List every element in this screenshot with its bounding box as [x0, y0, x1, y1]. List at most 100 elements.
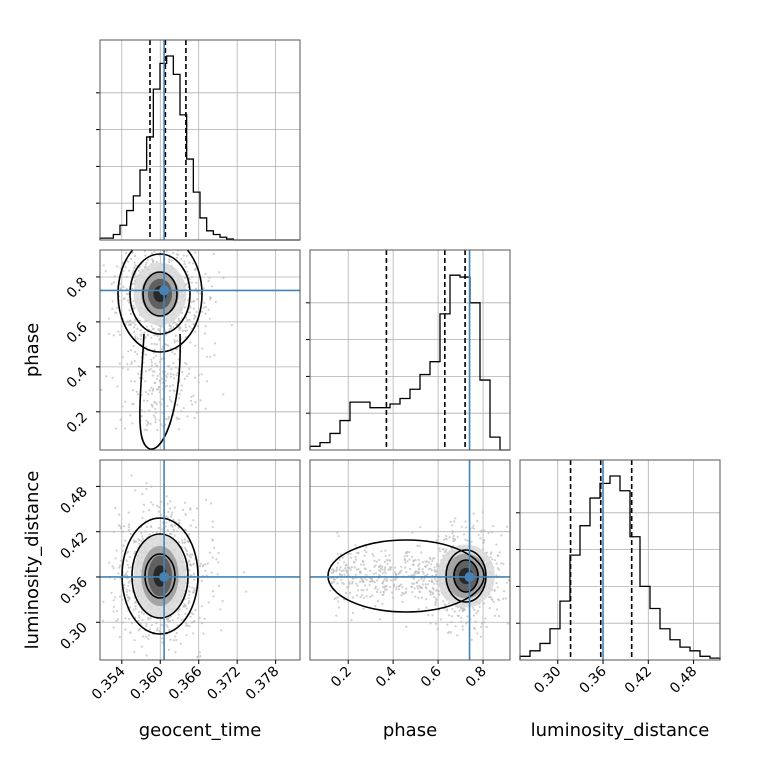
- scatter-point: [133, 639, 136, 642]
- scatter-point: [150, 336, 153, 339]
- scatter-point: [502, 562, 505, 566]
- scatter-point: [145, 525, 148, 529]
- scatter-point: [366, 588, 369, 591]
- scatter-point: [166, 372, 169, 375]
- scatter-point: [129, 566, 132, 569]
- scatter-point: [110, 226, 112, 228]
- scatter-point: [375, 560, 378, 563]
- scatter-point: [394, 573, 398, 576]
- scatter-point: [177, 609, 180, 613]
- scatter-point: [514, 554, 516, 556]
- scatter-point: [194, 376, 197, 379]
- scatter-point: [134, 318, 137, 322]
- scatter-point: [439, 618, 442, 621]
- scatter-point: [138, 376, 141, 380]
- scatter-point: [397, 585, 401, 588]
- scatter-point: [381, 568, 384, 571]
- scatter-point: [464, 520, 467, 523]
- scatter-point: [172, 326, 175, 329]
- scatter-point: [127, 529, 130, 532]
- scatter-point: [476, 519, 479, 523]
- scatter-point: [331, 571, 335, 574]
- scatter-point: [342, 569, 345, 572]
- scatter-point: [140, 645, 143, 648]
- scatter-point: [186, 624, 189, 627]
- scatter-point: [185, 549, 189, 553]
- scatter-point: [421, 561, 424, 564]
- scatter-point: [183, 263, 186, 266]
- scatter-point: [133, 330, 136, 334]
- scatter-point: [145, 482, 148, 485]
- scatter-point: [115, 619, 118, 623]
- scatter-point: [126, 368, 130, 371]
- scatter-point: [358, 580, 362, 583]
- scatter-point: [164, 343, 167, 346]
- scatter-point: [403, 555, 406, 558]
- scatter-point: [476, 632, 479, 635]
- scatter-point: [242, 571, 246, 574]
- y-axis-label-phase: phase: [22, 323, 43, 377]
- scatter-point: [171, 384, 174, 387]
- scatter-point: [188, 555, 191, 558]
- scatter-point: [466, 621, 469, 624]
- scatter-point: [333, 597, 336, 600]
- scatter-point: [153, 401, 156, 404]
- scatter-point: [184, 323, 187, 326]
- scatter-point: [132, 609, 135, 612]
- scatter-point: [130, 380, 133, 383]
- scatter-point: [132, 402, 135, 405]
- scatter-point: [134, 607, 137, 610]
- scatter-point: [148, 533, 151, 536]
- scatter-point: [206, 562, 209, 565]
- scatter-point: [411, 582, 414, 585]
- scatter-point: [187, 600, 191, 603]
- scatter-point: [378, 618, 381, 621]
- scatter-point: [329, 589, 332, 592]
- scatter-point: [387, 568, 390, 571]
- scatter-point: [418, 590, 421, 594]
- scatter-point: [133, 541, 136, 544]
- scatter-point: [185, 607, 189, 610]
- scatter-point: [153, 250, 156, 253]
- scatter-point: [153, 342, 156, 345]
- scatter-point: [144, 320, 147, 323]
- scatter-point: [200, 310, 204, 313]
- scatter-point: [170, 515, 173, 518]
- scatter-point: [349, 591, 352, 595]
- scatter-point: [362, 563, 365, 566]
- scatter-point: [123, 427, 126, 430]
- scatter-point: [438, 547, 441, 550]
- scatter-point: [453, 539, 456, 542]
- scatter-point: [165, 521, 168, 524]
- scatter-point: [470, 638, 473, 642]
- scatter-point: [505, 525, 508, 528]
- scatter-point: [424, 560, 427, 563]
- scatter-point: [477, 533, 480, 536]
- scatter-point: [418, 545, 421, 548]
- scatter-point: [146, 421, 150, 424]
- scatter-point: [389, 586, 392, 589]
- scatter-point: [138, 610, 141, 614]
- scatter-point: [181, 539, 184, 542]
- scatter-point: [95, 356, 97, 358]
- scatter-point: [127, 511, 130, 514]
- scatter-point: [193, 268, 196, 271]
- scatter-point: [161, 381, 164, 384]
- scatter-point: [168, 395, 171, 398]
- x-tick-label-geocent_time-1: 0.360: [127, 664, 167, 704]
- scatter-point: [122, 525, 126, 528]
- scatter-point: [168, 628, 171, 632]
- scatter-point: [143, 410, 146, 413]
- scatter-point: [382, 580, 385, 583]
- scatter-point: [196, 298, 199, 301]
- scatter-point: [140, 414, 143, 418]
- scatter-point: [170, 327, 173, 330]
- scatter-point: [222, 276, 225, 280]
- scatter-point: [140, 334, 143, 337]
- scatter-point: [176, 530, 179, 533]
- scatter-point: [341, 581, 344, 585]
- scatter-point: [405, 587, 408, 591]
- histogram-luminosity_distance: [519, 475, 721, 660]
- scatter-point: [412, 559, 415, 562]
- scatter-point: [201, 565, 204, 568]
